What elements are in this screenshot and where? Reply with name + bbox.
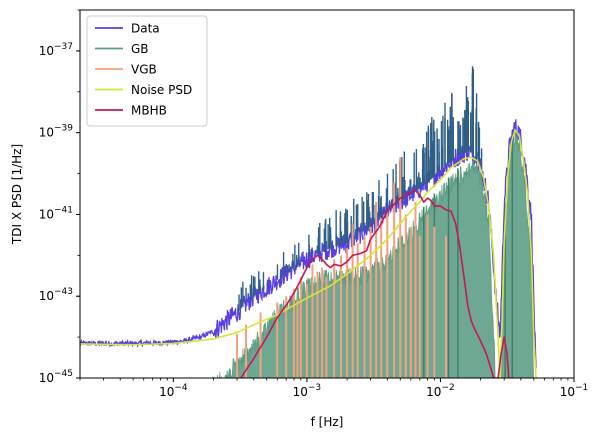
legend-label: GB <box>131 42 149 56</box>
y-tick-label: 10−39 <box>39 124 74 140</box>
plot-frame <box>79 9 575 379</box>
y-tick-label: 10−37 <box>39 42 73 58</box>
y-axis-label: TDI X PSD [1/Hz] <box>10 144 24 245</box>
series-mbhb <box>240 189 510 378</box>
x-tick-label: 10−4 <box>159 383 188 399</box>
axes-layer: 10−4 10−3 10−2 10−1 10−45 10−43 10−41 10−39 10−3… <box>39 9 589 399</box>
y-tick-label: 10−41 <box>39 205 73 221</box>
gb-area <box>210 130 535 378</box>
x-axis-label: f [Hz] <box>311 415 344 429</box>
x-tick-label: 10−1 <box>560 383 589 399</box>
y-tick-label: 10−45 <box>39 369 73 385</box>
series-layer <box>80 66 537 378</box>
x-tick-label: 10−2 <box>426 383 455 399</box>
series-noise-psd <box>80 130 537 378</box>
legend-label: Noise PSD <box>131 83 192 97</box>
legend-label: MBHB <box>131 104 167 118</box>
legend-label: Data <box>131 22 160 36</box>
y-tick-label: 10−43 <box>39 287 73 303</box>
legend-label: VGB <box>131 63 157 77</box>
x-tick-label: 10−3 <box>293 383 322 399</box>
legend-box <box>86 15 208 127</box>
legend: Data GB VGB Noise PSD MBHB <box>86 15 208 127</box>
series-data <box>80 66 537 369</box>
